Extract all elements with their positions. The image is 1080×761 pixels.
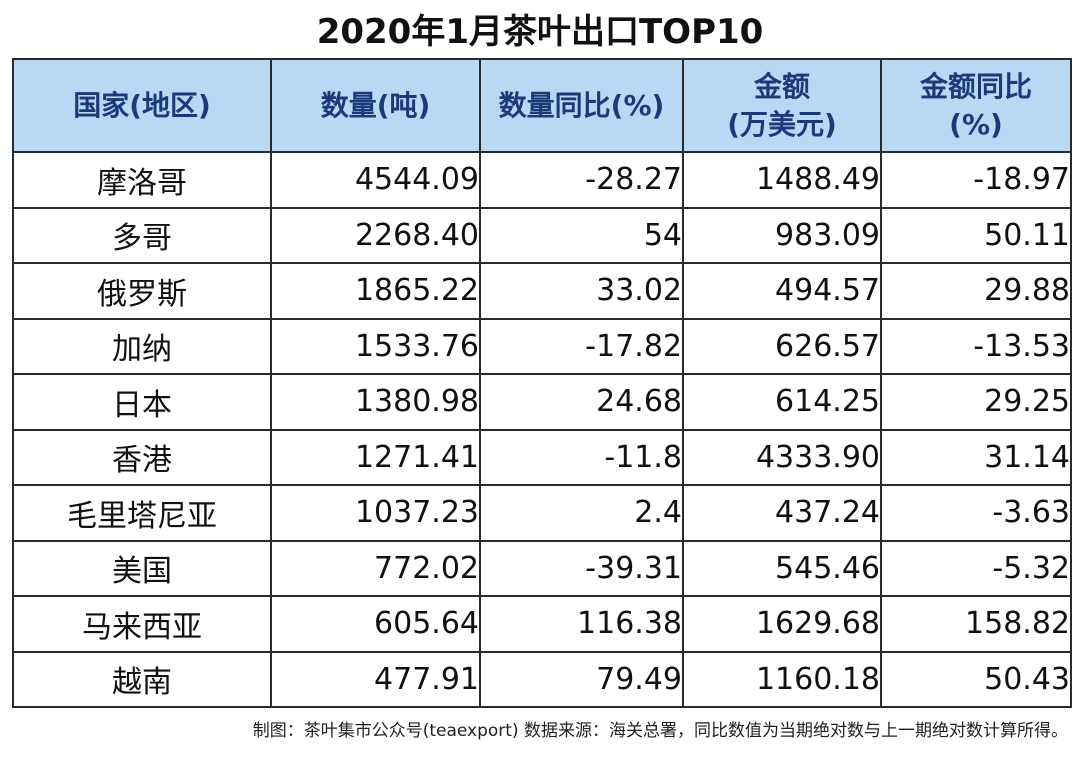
cell-amount: 983.09 [682, 206, 882, 264]
cell-quantity-yoy: -28.27 [479, 151, 684, 209]
cell-amount: 614.25 [682, 373, 882, 431]
cell-country: 多哥 [12, 206, 272, 264]
table-body: 摩洛哥 4544.09 -28.27 1488.49 -18.97 多哥 2268.40 54… [12, 151, 1072, 708]
cell-country: 越南 [12, 650, 272, 708]
cell-country: 美国 [12, 539, 272, 597]
page-title: 2020年1月茶叶出口TOP10 [316, 12, 764, 52]
table-row: 摩洛哥 4544.09 -28.27 1488.49 -18.97 [12, 151, 1072, 209]
table-row: 美国 772.02 -39.31 545.46 -5.32 [12, 539, 1072, 597]
table-row: 多哥 2268.40 54 983.09 50.11 [12, 206, 1072, 264]
table-row: 香港 1271.41 -11.8 4333.90 31.14 [12, 428, 1072, 486]
header-amount-yoy-label: 金额同比 [919, 69, 1032, 103]
cell-country: 毛里塔尼亚 [12, 484, 272, 542]
cell-quantity: 1533.76 [270, 317, 481, 375]
cell-quantity-yoy: 79.49 [479, 650, 684, 708]
cell-amount-yoy: 31.14 [880, 428, 1072, 486]
cell-amount: 545.46 [682, 539, 882, 597]
cell-amount: 1629.68 [682, 595, 882, 653]
table-row: 加纳 1533.76 -17.82 626.57 -13.53 [12, 317, 1072, 375]
cell-quantity-yoy: 54 [479, 206, 684, 264]
table-row: 毛里塔尼亚 1037.23 2.4 437.24 -3.63 [12, 484, 1072, 542]
table-row: 日本 1380.98 24.68 614.25 29.25 [12, 373, 1072, 431]
cell-quantity: 605.64 [270, 595, 481, 653]
cell-quantity-yoy: -11.8 [479, 428, 684, 486]
table-row: 俄罗斯 1865.22 33.02 494.57 29.88 [12, 262, 1072, 320]
cell-amount: 494.57 [682, 262, 882, 320]
cell-amount: 626.57 [682, 317, 882, 375]
cell-amount: 437.24 [682, 484, 882, 542]
header-quantity-yoy-label: 数量同比(%) [498, 88, 665, 122]
cell-quantity: 772.02 [270, 539, 481, 597]
cell-quantity-yoy: 24.68 [479, 373, 684, 431]
header-quantity-yoy: 数量同比(%) [479, 58, 684, 153]
header-quantity: 数量(吨) [270, 58, 481, 153]
footer-note: 制图：茶叶集市公众号(teaexport) 数据来源：海关总署，同比数值为当期绝… [252, 721, 1068, 741]
cell-quantity: 2268.40 [270, 206, 481, 264]
table-header-row: 国家(地区) 数量(吨) 数量同比(%) 金额 (万美元) 金额同比 (%) [12, 58, 1072, 153]
cell-amount: 1488.49 [682, 151, 882, 209]
cell-quantity: 1380.98 [270, 373, 481, 431]
header-country: 国家(地区) [12, 58, 272, 153]
header-amount-unit: (万美元) [727, 107, 837, 141]
cell-country: 摩洛哥 [12, 151, 272, 209]
cell-quantity: 1865.22 [270, 262, 481, 320]
cell-amount: 4333.90 [682, 428, 882, 486]
cell-quantity: 4544.09 [270, 151, 481, 209]
cell-country: 马来西亚 [12, 595, 272, 653]
cell-amount-yoy: 50.11 [880, 206, 1072, 264]
cell-quantity: 1037.23 [270, 484, 481, 542]
header-amount-label: 金额 [753, 69, 810, 103]
cell-amount-yoy: -3.63 [880, 484, 1072, 542]
cell-quantity-yoy: 116.38 [479, 595, 684, 653]
cell-quantity: 477.91 [270, 650, 481, 708]
cell-country: 日本 [12, 373, 272, 431]
header-amount-yoy-unit: (%) [949, 107, 1003, 141]
cell-amount-yoy: 158.82 [880, 595, 1072, 653]
table-row: 越南 477.91 79.49 1160.18 50.43 [12, 650, 1072, 708]
cell-amount-yoy: -5.32 [880, 539, 1072, 597]
header-country-label: 国家(地区) [73, 88, 211, 122]
cell-amount-yoy: -18.97 [880, 151, 1072, 209]
cell-quantity-yoy: -39.31 [479, 539, 684, 597]
cell-country: 俄罗斯 [12, 262, 272, 320]
cell-quantity-yoy: -17.82 [479, 317, 684, 375]
header-quantity-label: 数量(吨) [320, 88, 431, 122]
cell-country: 香港 [12, 428, 272, 486]
cell-amount-yoy: 50.43 [880, 650, 1072, 708]
table-row: 马来西亚 605.64 116.38 1629.68 158.82 [12, 595, 1072, 653]
cell-country: 加纳 [12, 317, 272, 375]
cell-amount-yoy: 29.25 [880, 373, 1072, 431]
cell-amount-yoy: 29.88 [880, 262, 1072, 320]
cell-quantity-yoy: 33.02 [479, 262, 684, 320]
export-table: 国家(地区) 数量(吨) 数量同比(%) 金额 (万美元) 金额同比 (%) 摩… [12, 58, 1072, 708]
cell-quantity: 1271.41 [270, 428, 481, 486]
cell-quantity-yoy: 2.4 [479, 484, 684, 542]
cell-amount: 1160.18 [682, 650, 882, 708]
cell-amount-yoy: -13.53 [880, 317, 1072, 375]
header-amount: 金额 (万美元) [682, 58, 882, 153]
header-amount-yoy: 金额同比 (%) [880, 58, 1072, 153]
